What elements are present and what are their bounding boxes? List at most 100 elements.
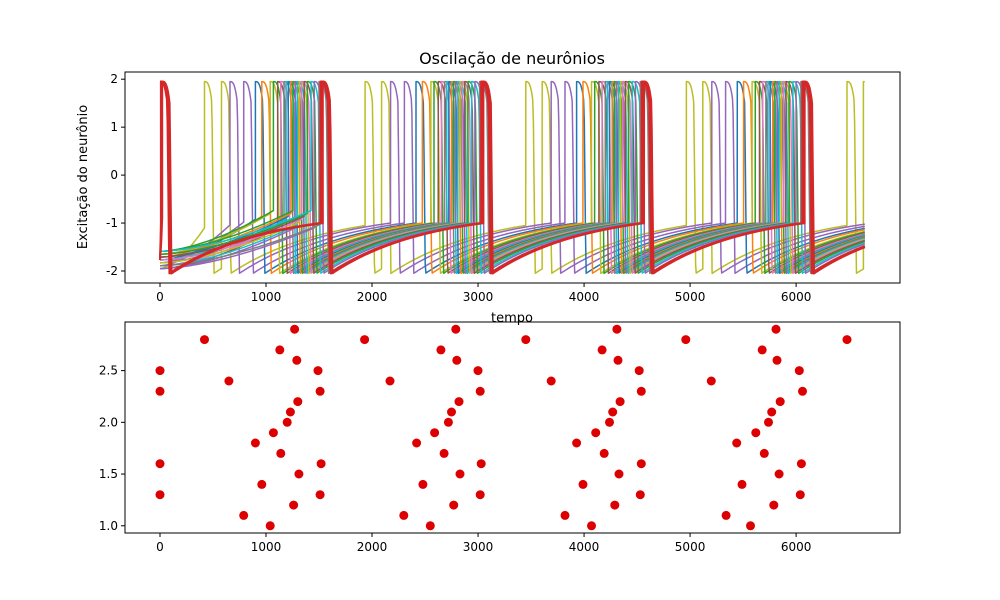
spike-point: [276, 448, 286, 458]
x-tick-label: 5000: [675, 540, 706, 554]
x-tick-label: 6000: [781, 290, 812, 304]
x-axis-ticks: 0 1000 2000 3000 4000 5000 6000: [156, 283, 811, 304]
spike-point: [746, 521, 755, 531]
spike-point: [290, 324, 300, 334]
neuron-series-line: [159, 80, 866, 275]
spike-point: [721, 510, 731, 520]
x-tick-label: 5000: [675, 290, 706, 304]
y-tick-label: 1.0: [99, 519, 118, 533]
y-tick-label: 1.5: [99, 467, 118, 481]
spike-point: [250, 438, 260, 448]
spike-point: [613, 355, 623, 365]
y-tick-label: -1: [106, 216, 118, 230]
spike-point: [475, 386, 485, 396]
spike-point: [475, 490, 485, 500]
spike-point: [224, 376, 234, 386]
spike-point: [399, 510, 409, 520]
spike-point: [257, 479, 267, 489]
neuron-series-group: [158, 80, 866, 275]
spike-point: [608, 407, 618, 417]
y-axis-ticks: 1.0 1.5 2.0 2.5: [99, 364, 125, 533]
spike-point: [292, 355, 302, 365]
spike-point: [774, 469, 784, 479]
x-tick-label: 3000: [463, 540, 494, 554]
spike-point: [268, 428, 278, 438]
y-tick-label: 1: [110, 120, 118, 134]
spike-point: [521, 335, 531, 345]
spike-point: [612, 324, 622, 334]
spike-point: [634, 366, 644, 376]
spike-point: [418, 479, 428, 489]
spike-point: [681, 335, 691, 345]
x-tick-label: 3000: [463, 290, 494, 304]
spike-point: [289, 500, 299, 510]
y-tick-label: 2: [110, 72, 118, 86]
spike-point: [775, 397, 785, 407]
spike-point: [546, 376, 556, 386]
y-axis-label: Excitação do neurônio: [76, 105, 91, 249]
spike-point: [769, 500, 779, 510]
spike-point: [757, 345, 767, 355]
spike-point: [636, 459, 646, 469]
spike-point: [751, 428, 761, 438]
spike-point: [430, 428, 440, 438]
spike-point: [285, 407, 295, 417]
spike-point: [737, 479, 747, 489]
spike-point: [275, 345, 285, 355]
spike-point: [439, 448, 449, 458]
spike-point: [315, 490, 325, 500]
spike-point: [155, 386, 165, 396]
spike-point: [449, 500, 459, 510]
spike-point: [265, 521, 275, 531]
x-tick-label: 1000: [251, 540, 282, 554]
spike-point: [454, 397, 464, 407]
plot-frame: [124, 321, 901, 534]
spike-point: [451, 324, 461, 334]
spike-point: [443, 417, 453, 427]
spike-point: [732, 438, 742, 448]
spike-point: [447, 407, 456, 417]
spike-point: [294, 469, 304, 479]
spike-point: [425, 521, 435, 531]
spike-point: [313, 366, 323, 376]
spike-point: [578, 479, 588, 489]
spike-point: [436, 345, 446, 355]
spike-point: [599, 448, 609, 458]
spike-point: [239, 510, 249, 520]
spike-point: [636, 386, 646, 396]
spike-point: [455, 469, 465, 479]
spike-point: [155, 366, 165, 376]
spike-point: [293, 397, 303, 407]
x-tick-label: 4000: [569, 290, 600, 304]
spike-point: [560, 510, 570, 520]
spike-point: [385, 376, 395, 386]
spike-raster-plot: 0 1000 2000 3000 4000 5000 6000 1.0 1.5 2.0 2.5: [99, 321, 901, 554]
spike-point: [452, 355, 462, 365]
y-tick-label: 2.5: [99, 364, 118, 378]
spike-point: [795, 490, 805, 500]
spike-point: [764, 417, 773, 427]
spike-point: [605, 417, 614, 427]
y-axis-ticks: -2 -1 0 1 2: [106, 72, 125, 278]
spike-point: [772, 355, 782, 365]
spike-point: [360, 335, 370, 345]
spike-point: [155, 490, 165, 500]
x-tick-label: 0: [156, 540, 164, 554]
spike-point: [572, 438, 582, 448]
neuron-series-line: [159, 80, 866, 275]
x-axis-label: tempo: [491, 311, 533, 326]
x-tick-label: 1000: [251, 290, 282, 304]
x-axis-ticks: 0 1000 2000 3000 4000 5000 6000: [156, 533, 811, 554]
spike-point: [591, 428, 601, 438]
spike-point: [282, 417, 292, 427]
spike-point: [316, 459, 326, 469]
plot-frame: [124, 71, 901, 284]
spike-point: [796, 459, 806, 469]
y-tick-label: 0: [110, 168, 118, 182]
spike-point: [706, 376, 716, 386]
y-tick-label: -2: [106, 264, 118, 278]
spike-point: [794, 366, 804, 376]
